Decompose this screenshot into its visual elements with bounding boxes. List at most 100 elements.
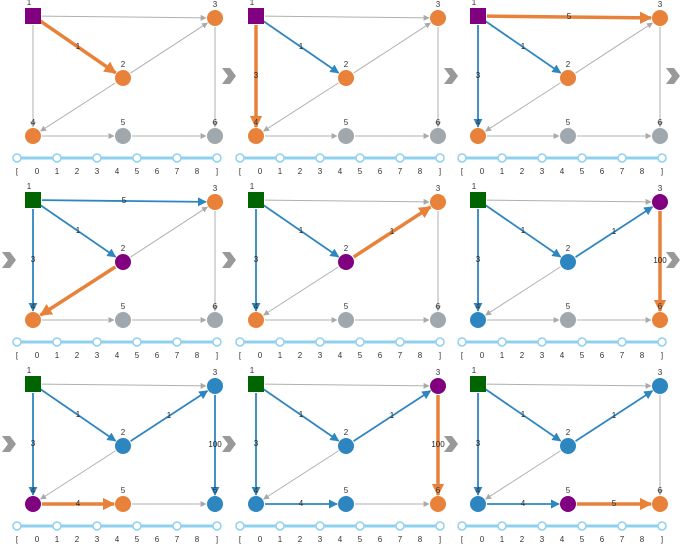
slider-label: 2 xyxy=(75,351,80,360)
slider-stop xyxy=(132,521,142,531)
slider-label: 5 xyxy=(580,351,585,360)
slider-label: 5 xyxy=(580,167,585,176)
slider-label: 1 xyxy=(55,167,60,176)
slider-label: ] xyxy=(216,351,218,360)
slider-stop xyxy=(657,521,667,531)
edge xyxy=(485,450,561,500)
slider-label: 3 xyxy=(540,351,545,360)
node-label: 4 xyxy=(31,118,36,127)
edge-weight: 3 xyxy=(476,439,481,448)
step-panel: 1 1 2 3 4 5 6 [0 1 2 3 4 5 6 7 8] xyxy=(12,0,223,176)
node-label: 6 xyxy=(658,118,663,127)
node-label: 3 xyxy=(658,184,663,193)
slider-label: 0 xyxy=(35,351,40,360)
edge xyxy=(264,14,430,21)
node-label: 1 xyxy=(472,366,477,375)
slider-stop xyxy=(172,521,182,531)
slider-stop xyxy=(457,153,467,163)
slider-label: 8 xyxy=(418,351,423,360)
node xyxy=(25,496,41,512)
node-label: 5 xyxy=(121,486,126,495)
slider-label: 7 xyxy=(398,167,403,176)
slider-label: 7 xyxy=(620,167,625,176)
slider-label: 3 xyxy=(95,535,100,544)
slider-label: 3 xyxy=(318,167,323,176)
slider-stop xyxy=(12,521,22,531)
edge xyxy=(41,14,207,21)
node-label: 1 xyxy=(472,0,477,7)
source-node xyxy=(248,8,264,24)
node xyxy=(560,70,576,86)
slider-label: 1 xyxy=(55,351,60,360)
slider-stop xyxy=(52,337,62,347)
edge xyxy=(130,206,208,258)
node xyxy=(430,10,446,26)
edge-weight: 5 xyxy=(612,499,617,508)
node-label: 1 xyxy=(27,0,32,7)
slider-label: 6 xyxy=(378,535,383,544)
slider-stop xyxy=(497,521,507,531)
slider-stop xyxy=(92,337,102,347)
node xyxy=(115,254,131,270)
slider-label: 0 xyxy=(35,167,40,176)
slider-label: 3 xyxy=(318,351,323,360)
slider-label: ] xyxy=(439,167,441,176)
slider-stop xyxy=(92,153,102,163)
node-label: 4 xyxy=(254,486,259,495)
slider-label: 5 xyxy=(358,535,363,544)
slider-label: 0 xyxy=(480,535,485,544)
slider-stop xyxy=(617,153,627,163)
edge xyxy=(485,266,561,316)
slider-label: 8 xyxy=(195,351,200,360)
source-node xyxy=(248,192,264,208)
slider-label: 6 xyxy=(155,535,160,544)
slider-stop xyxy=(212,521,222,531)
edge xyxy=(263,266,339,316)
slider-label: 1 xyxy=(278,351,283,360)
slider-label: 5 xyxy=(358,167,363,176)
node-label: 6 xyxy=(658,302,663,311)
node-label: 6 xyxy=(658,486,663,495)
node-label: 1 xyxy=(27,366,32,375)
slider-label: 2 xyxy=(75,535,80,544)
slider-label: 0 xyxy=(35,535,40,544)
edge xyxy=(262,204,340,258)
node xyxy=(338,254,354,270)
node xyxy=(338,496,354,512)
node-label: 4 xyxy=(476,302,481,311)
step-panel: 1 5 3 1 2 3 4 5 6 [0 1 2 3 4 5 6 7 8] xyxy=(12,182,223,360)
edge-weight: 1 xyxy=(299,42,304,51)
source-node xyxy=(25,8,41,24)
slider-stop xyxy=(577,337,587,347)
slider-label: [ xyxy=(16,535,19,544)
edge xyxy=(484,204,562,258)
edge-weight: 1 xyxy=(76,42,81,51)
edge-weight: 1 xyxy=(612,227,617,236)
slider-label: 5 xyxy=(135,535,140,544)
node xyxy=(470,312,486,328)
node xyxy=(207,10,223,26)
slider-stop xyxy=(497,153,507,163)
step-panel: 1 3 1 100 1 2 3 4 5 6 [0 1 2 3 4 5 6 7 8] xyxy=(457,182,668,360)
edge xyxy=(130,390,209,442)
node-label: 2 xyxy=(566,428,571,437)
slider-label: 4 xyxy=(560,535,565,544)
slider-label: 2 xyxy=(298,535,303,544)
edge xyxy=(485,82,561,132)
edge-weight: 3 xyxy=(254,255,259,264)
edge xyxy=(486,382,652,389)
edge-weight: 1 xyxy=(299,410,304,419)
node xyxy=(560,254,576,270)
node xyxy=(338,128,354,144)
node-label: 5 xyxy=(344,118,349,127)
slider-label: 3 xyxy=(540,535,545,544)
slider-label: [ xyxy=(239,535,242,544)
node xyxy=(652,496,668,512)
slider-stop xyxy=(92,521,102,531)
edge-weight: 100 xyxy=(653,256,667,265)
slider-stop xyxy=(275,521,285,531)
node-label: 3 xyxy=(658,0,663,9)
node-label: 6 xyxy=(213,302,218,311)
node-label: 3 xyxy=(436,368,441,377)
node xyxy=(248,128,264,144)
